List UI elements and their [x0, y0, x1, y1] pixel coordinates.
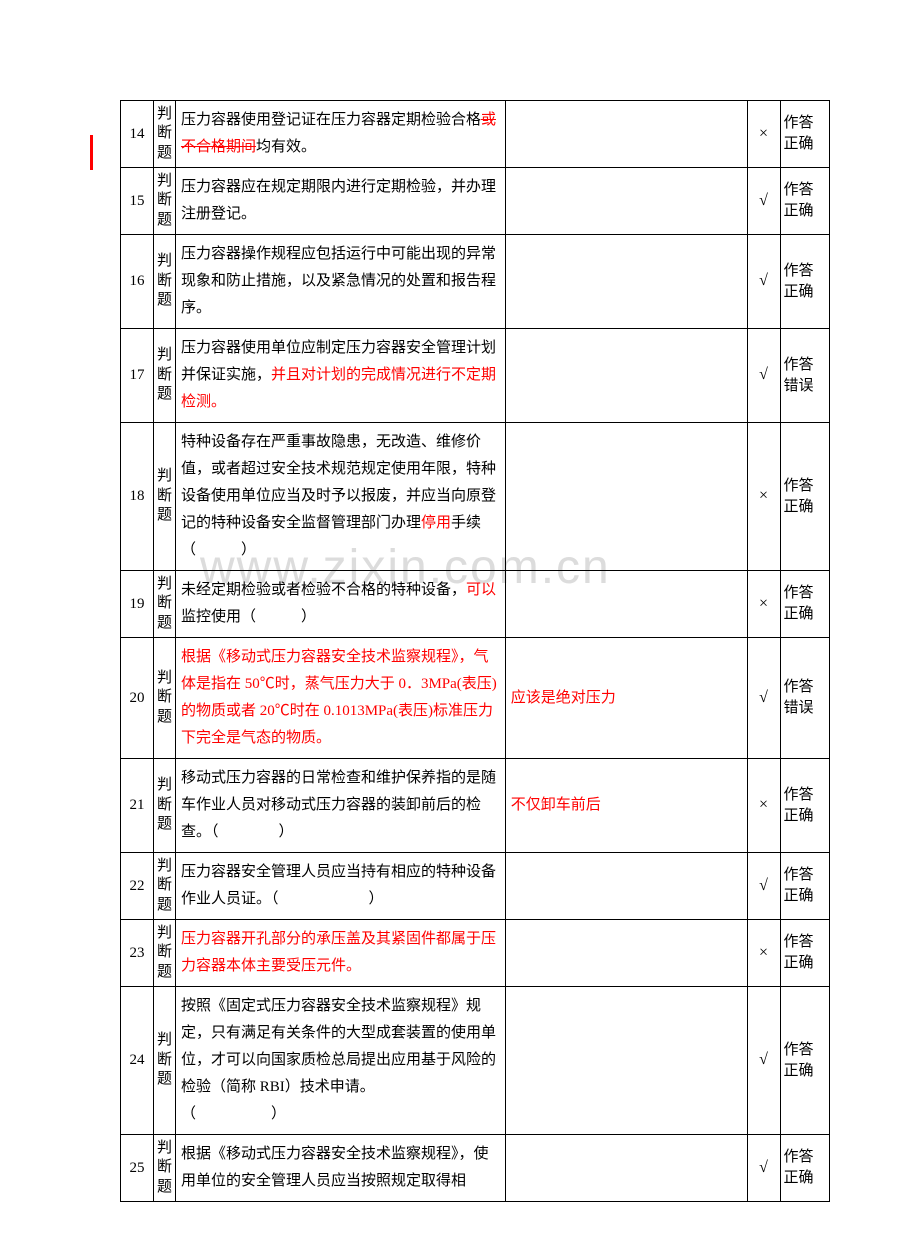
result-text: 作答正确: [780, 423, 829, 571]
note-text: [505, 101, 747, 168]
row-number: 15: [121, 168, 154, 235]
note-text: [505, 423, 747, 571]
table-row: 20判断题根据《移动式压力容器安全技术监察规程》，气体是指在 50℃时，蒸气压力…: [121, 638, 830, 759]
note-text: [505, 329, 747, 423]
result-text: 作答正确: [780, 759, 829, 853]
question-type: 判断题: [153, 329, 175, 423]
question-table: 14判断题压力容器使用登记证在压力容器定期检验合格或不合格期间均有效。×作答正确…: [120, 100, 830, 1202]
row-number: 24: [121, 987, 154, 1135]
result-text: 作答正确: [780, 1135, 829, 1202]
row-number: 22: [121, 853, 154, 920]
question-text: 特种设备存在严重事故隐患，无改造、维修价值，或者超过安全技术规范规定使用年限，特…: [175, 423, 505, 571]
answer-symbol: √: [747, 329, 780, 423]
note-text: [505, 853, 747, 920]
question-text: 压力容器操作规程应包括运行中可能出现的异常现象和防止措施，以及紧急情况的处置和报…: [175, 235, 505, 329]
question-type: 判断题: [153, 168, 175, 235]
result-text: 作答正确: [780, 168, 829, 235]
question-type: 判断题: [153, 235, 175, 329]
row-number: 20: [121, 638, 154, 759]
note-text: [505, 168, 747, 235]
answer-symbol: √: [747, 638, 780, 759]
question-type: 判断题: [153, 571, 175, 638]
revision-mark: [90, 135, 93, 170]
question-type: 判断题: [153, 1135, 175, 1202]
question-text: 压力容器应在规定期限内进行定期检验，并办理注册登记。: [175, 168, 505, 235]
row-number: 16: [121, 235, 154, 329]
row-number: 19: [121, 571, 154, 638]
question-type: 判断题: [153, 987, 175, 1135]
question-text: 压力容器使用单位应制定压力容器安全管理计划并保证实施，并且对计划的完成情况进行不…: [175, 329, 505, 423]
question-type: 判断题: [153, 920, 175, 987]
question-text: 按照《固定式压力容器安全技术监察规程》规定，只有满足有关条件的大型成套装置的使用…: [175, 987, 505, 1135]
note-text: 不仅卸车前后: [505, 759, 747, 853]
answer-symbol: ×: [747, 759, 780, 853]
answer-symbol: √: [747, 168, 780, 235]
table-row: 25判断题根据《移动式压力容器安全技术监察规程》，使用单位的安全管理人员应当按照…: [121, 1135, 830, 1202]
row-number: 18: [121, 423, 154, 571]
table-row: 21判断题移动式压力容器的日常检查和维护保养指的是随车作业人员对移动式压力容器的…: [121, 759, 830, 853]
question-text: 压力容器开孔部分的承压盖及其紧固件都属于压力容器本体主要受压元件。: [175, 920, 505, 987]
table-row: 18判断题特种设备存在严重事故隐患，无改造、维修价值，或者超过安全技术规范规定使…: [121, 423, 830, 571]
note-text: [505, 920, 747, 987]
question-text: 根据《移动式压力容器安全技术监察规程》，气体是指在 50℃时，蒸气压力大于 0．…: [175, 638, 505, 759]
question-text: 移动式压力容器的日常检查和维护保养指的是随车作业人员对移动式压力容器的装卸前后的…: [175, 759, 505, 853]
question-text: 未经定期检验或者检验不合格的特种设备，可以监控使用（ ）: [175, 571, 505, 638]
answer-symbol: √: [747, 987, 780, 1135]
question-type: 判断题: [153, 853, 175, 920]
question-type: 判断题: [153, 101, 175, 168]
answer-symbol: ×: [747, 571, 780, 638]
table-row: 14判断题压力容器使用登记证在压力容器定期检验合格或不合格期间均有效。 ×作答正确: [121, 101, 830, 168]
row-number: 21: [121, 759, 154, 853]
note-text: [505, 987, 747, 1135]
answer-symbol: √: [747, 235, 780, 329]
answer-symbol: ×: [747, 920, 780, 987]
row-number: 25: [121, 1135, 154, 1202]
result-text: 作答正确: [780, 101, 829, 168]
table-row: 15判断题压力容器应在规定期限内进行定期检验，并办理注册登记。 √作答正确: [121, 168, 830, 235]
answer-symbol: ×: [747, 101, 780, 168]
question-type: 判断题: [153, 638, 175, 759]
result-text: 作答正确: [780, 987, 829, 1135]
question-text: 压力容器安全管理人员应当持有相应的特种设备作业人员证。（ ）: [175, 853, 505, 920]
result-text: 作答正确: [780, 853, 829, 920]
row-number: 23: [121, 920, 154, 987]
table-row: 19判断题未经定期检验或者检验不合格的特种设备，可以监控使用（ ） ×作答正确: [121, 571, 830, 638]
table-row: 23判断题压力容器开孔部分的承压盖及其紧固件都属于压力容器本体主要受压元件。 ×作…: [121, 920, 830, 987]
table-row: 22判断题压力容器安全管理人员应当持有相应的特种设备作业人员证。（ ） √作答正确: [121, 853, 830, 920]
answer-symbol: ×: [747, 423, 780, 571]
question-text: 根据《移动式压力容器安全技术监察规程》，使用单位的安全管理人员应当按照规定取得相: [175, 1135, 505, 1202]
table-row: 16判断题压力容器操作规程应包括运行中可能出现的异常现象和防止措施，以及紧急情况…: [121, 235, 830, 329]
result-text: 作答错误: [780, 329, 829, 423]
result-text: 作答正确: [780, 571, 829, 638]
result-text: 作答错误: [780, 638, 829, 759]
result-text: 作答正确: [780, 235, 829, 329]
result-text: 作答正确: [780, 920, 829, 987]
note-text: [505, 1135, 747, 1202]
table-row: 17判断题压力容器使用单位应制定压力容器安全管理计划并保证实施，并且对计划的完成…: [121, 329, 830, 423]
question-text: 压力容器使用登记证在压力容器定期检验合格或不合格期间均有效。: [175, 101, 505, 168]
note-text: [505, 571, 747, 638]
answer-symbol: √: [747, 853, 780, 920]
table-row: 24判断题按照《固定式压力容器安全技术监察规程》规定，只有满足有关条件的大型成套…: [121, 987, 830, 1135]
note-text: 应该是绝对压力: [505, 638, 747, 759]
question-type: 判断题: [153, 759, 175, 853]
note-text: [505, 235, 747, 329]
question-type: 判断题: [153, 423, 175, 571]
answer-symbol: √: [747, 1135, 780, 1202]
row-number: 14: [121, 101, 154, 168]
row-number: 17: [121, 329, 154, 423]
